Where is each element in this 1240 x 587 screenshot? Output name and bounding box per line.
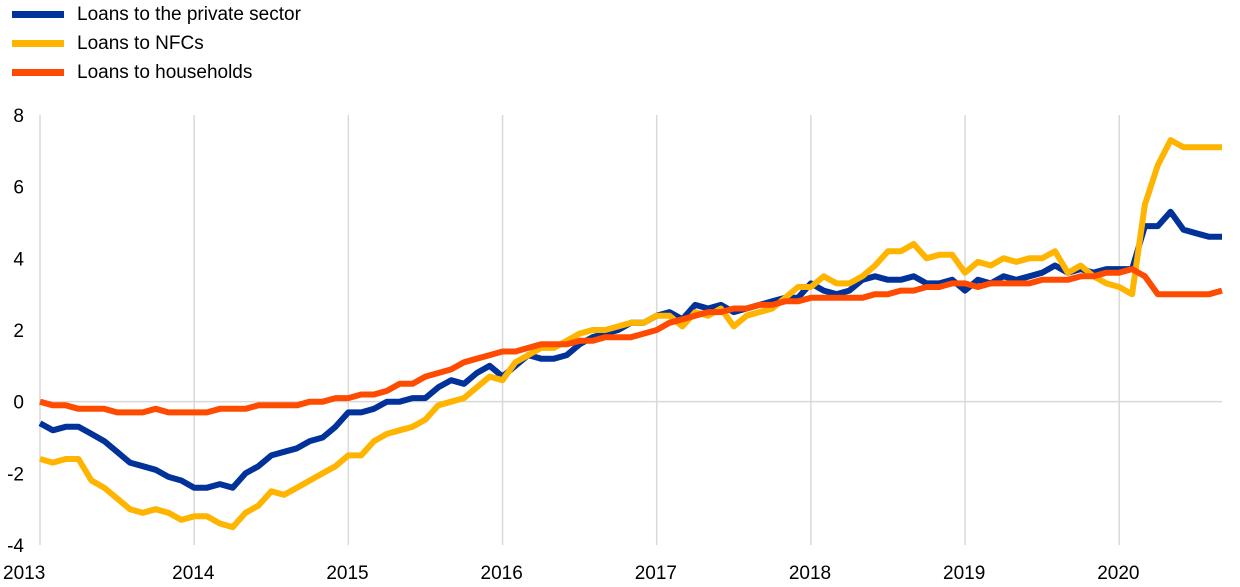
series-layer	[38, 137, 1223, 531]
series-line-0	[38, 208, 1222, 491]
x-tick-label: 2019	[943, 563, 985, 584]
x-tick-label: 2013	[3, 563, 45, 584]
legend-label: Loans to NFCs	[77, 32, 204, 54]
legend-item: Loans to the private sector	[12, 0, 301, 29]
axis-layer	[39, 115, 1222, 545]
tick-label-layer: 2013 2014 2015 2016 2017 2018 2019 2020 -4 -2 0 2 4 6…	[3, 106, 1139, 584]
y-tick-label: 0	[13, 393, 24, 414]
chart-legend: Loans to the private sector Loans to NFCs…	[12, 0, 301, 87]
legend-label: Loans to the private sector	[77, 3, 301, 25]
y-tick-label: -2	[7, 464, 24, 485]
y-tick-label: 4	[13, 249, 24, 270]
y-tick-label: 8	[13, 106, 24, 127]
legend-swatch	[12, 69, 64, 76]
x-tick-label: 2015	[326, 563, 368, 584]
grid-layer	[193, 115, 1120, 545]
y-tick-label: -4	[7, 536, 24, 557]
x-tick-label: 2014	[172, 563, 215, 584]
x-tick-label: 2018	[789, 563, 831, 584]
y-tick-label: 2	[13, 321, 24, 342]
x-tick-label: 2016	[481, 563, 523, 584]
legend-item: Loans to households	[12, 58, 301, 87]
series-line-2	[39, 266, 1223, 416]
legend-swatch	[12, 40, 64, 47]
y-tick-label: 6	[13, 178, 24, 199]
legend-item: Loans to NFCs	[12, 29, 301, 58]
legend-swatch	[12, 11, 64, 18]
legend-label: Loans to households	[77, 61, 253, 83]
x-tick-label: 2017	[635, 563, 677, 584]
series-line-1	[39, 137, 1222, 531]
x-tick-label: 2020	[1097, 563, 1139, 584]
